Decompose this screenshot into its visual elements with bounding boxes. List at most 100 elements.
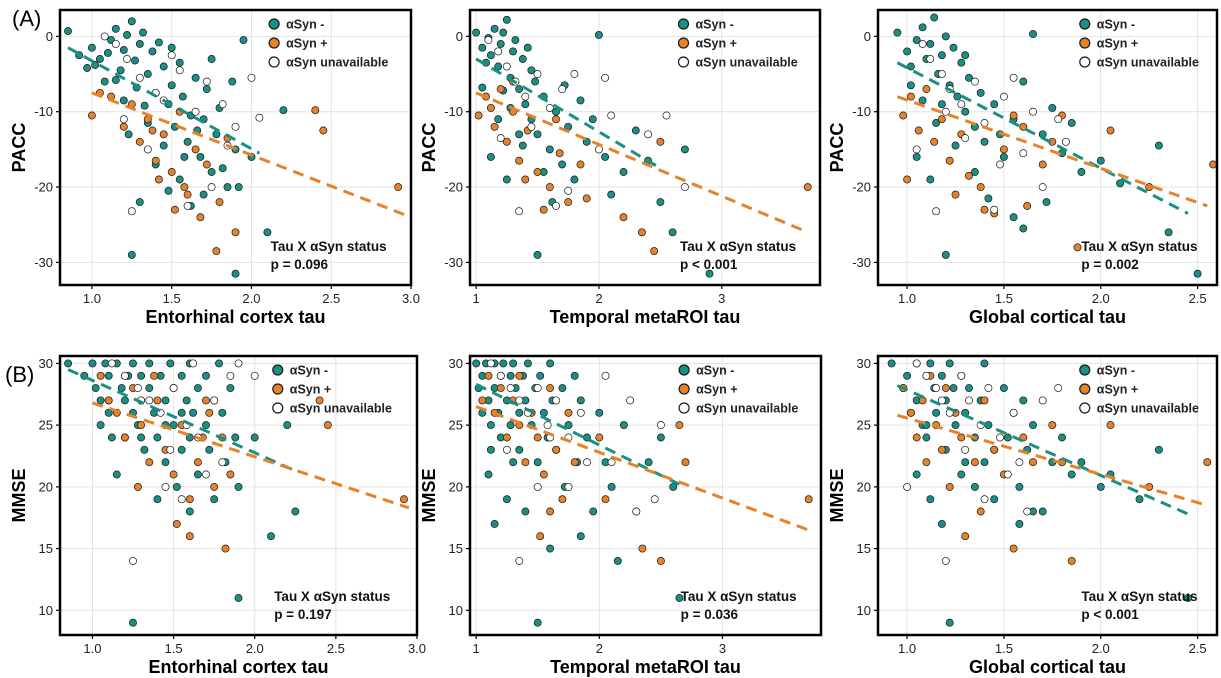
data-point-neg — [193, 470, 202, 479]
data-point-pos — [502, 137, 511, 146]
data-point-pos — [804, 495, 813, 504]
y-tick-label: 15 — [857, 541, 871, 556]
data-point-neg — [111, 76, 120, 85]
data-point-neg — [137, 371, 146, 380]
data-point-pos — [957, 433, 966, 442]
data-point-neg — [490, 519, 499, 528]
data-point-neg — [1116, 179, 1125, 188]
data-point-pos — [546, 507, 555, 516]
data-point-pos — [1106, 126, 1115, 135]
data-point-pos — [619, 213, 628, 222]
data-point-neg — [140, 101, 149, 110]
points-group — [893, 13, 1217, 278]
data-point-neg — [95, 55, 104, 63]
data-point-unavail — [937, 396, 946, 405]
fit-line-neg — [67, 368, 296, 473]
data-point-unavail — [191, 107, 200, 116]
data-point-unavail — [656, 421, 665, 430]
data-point-unavail — [234, 359, 243, 368]
chart-panel-1: 1.0 1.5 2.0 2.5 3.0 0 -10 -20 -30 Entorhinal cort… — [9, 8, 420, 327]
data-point-neg — [980, 359, 989, 368]
legend-label-neg: αSyn - — [1097, 18, 1135, 32]
data-point-unavail — [247, 73, 256, 82]
data-point-neg — [521, 100, 530, 109]
data-point-pos — [970, 458, 979, 467]
data-point-unavail — [129, 556, 137, 565]
data-point-neg — [111, 24, 120, 33]
data-point-neg — [1193, 269, 1202, 278]
data-point-unavail — [175, 66, 184, 75]
data-point-neg — [191, 73, 200, 82]
data-point-neg — [234, 594, 243, 602]
data-point-pos — [202, 396, 210, 405]
data-point-pos — [564, 408, 573, 417]
data-point-neg — [656, 198, 665, 207]
data-point-neg — [119, 96, 128, 105]
x-tick-label: 3.0 — [402, 291, 420, 306]
panel-label-b: (B) — [5, 362, 35, 387]
data-point-neg — [127, 250, 136, 259]
data-point-unavail — [626, 396, 635, 405]
data-point-neg — [1009, 213, 1018, 222]
data-point-pos — [1203, 458, 1212, 467]
data-point-neg — [135, 198, 144, 207]
data-point-neg — [207, 55, 216, 63]
legend-marker-pos — [1079, 383, 1091, 395]
x-axis-label: Entorhinal cortex tau — [148, 657, 328, 677]
data-point-pos — [1048, 421, 1057, 430]
data-point-neg — [644, 458, 653, 467]
data-point-neg — [912, 152, 921, 161]
data-point-neg — [570, 371, 579, 380]
y-tick-label: 30 — [39, 356, 53, 371]
y-tick-label: -30 — [852, 255, 871, 270]
data-point-neg — [267, 532, 275, 541]
stat-annotation-p: p = 0.197 — [274, 607, 331, 622]
data-point-pos — [1106, 421, 1115, 430]
data-point-pos — [976, 183, 985, 192]
data-point-neg — [903, 371, 912, 380]
data-point-pos — [490, 122, 499, 131]
x-tick-label: 2 — [596, 641, 603, 656]
data-point-neg — [918, 96, 927, 105]
data-point-unavail — [570, 70, 579, 78]
data-point-pos — [96, 371, 105, 380]
data-point-neg — [980, 458, 989, 467]
data-point-neg — [601, 152, 610, 161]
data-point-unavail — [202, 470, 210, 479]
x-tick-label: 2.5 — [1189, 291, 1207, 306]
data-point-unavail — [552, 201, 560, 210]
y-tick-label: -10 — [852, 104, 871, 119]
data-point-neg — [154, 38, 163, 47]
data-point-neg — [999, 384, 1008, 393]
data-point-pos — [394, 183, 403, 192]
data-point-pos — [1029, 458, 1037, 467]
data-point-pos — [486, 103, 495, 112]
y-tick-label: 15 — [39, 541, 53, 556]
data-point-pos — [937, 115, 946, 124]
data-point-neg — [957, 58, 966, 67]
data-point-neg — [96, 396, 105, 405]
data-point-neg — [127, 17, 136, 26]
data-point-neg — [521, 507, 530, 516]
data-point-neg — [509, 458, 518, 467]
data-point-neg — [83, 64, 92, 72]
points-group — [64, 359, 408, 627]
data-point-unavail — [650, 495, 659, 504]
data-point-pos — [545, 183, 554, 192]
y-axis-label: PACC — [419, 123, 439, 173]
data-point-neg — [159, 141, 168, 150]
points-group — [64, 17, 403, 278]
data-point-pos — [148, 126, 157, 135]
data-point-unavail — [506, 384, 515, 393]
data-point-neg — [1154, 445, 1163, 454]
data-point-pos — [906, 408, 915, 417]
data-point-neg — [161, 458, 170, 467]
data-point-unavail — [957, 100, 966, 109]
data-point-unavail — [632, 507, 641, 516]
data-point-pos — [315, 396, 324, 405]
data-point-neg — [91, 61, 100, 69]
data-point-neg — [680, 145, 689, 154]
x-axis-label: Entorhinal cortex tau — [145, 307, 325, 327]
data-point-pos — [1023, 201, 1032, 210]
data-point-neg — [88, 359, 97, 368]
